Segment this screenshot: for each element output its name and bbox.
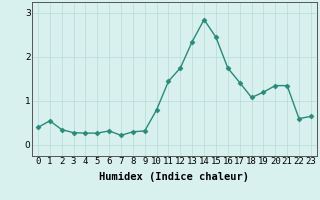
X-axis label: Humidex (Indice chaleur): Humidex (Indice chaleur) bbox=[100, 172, 249, 182]
